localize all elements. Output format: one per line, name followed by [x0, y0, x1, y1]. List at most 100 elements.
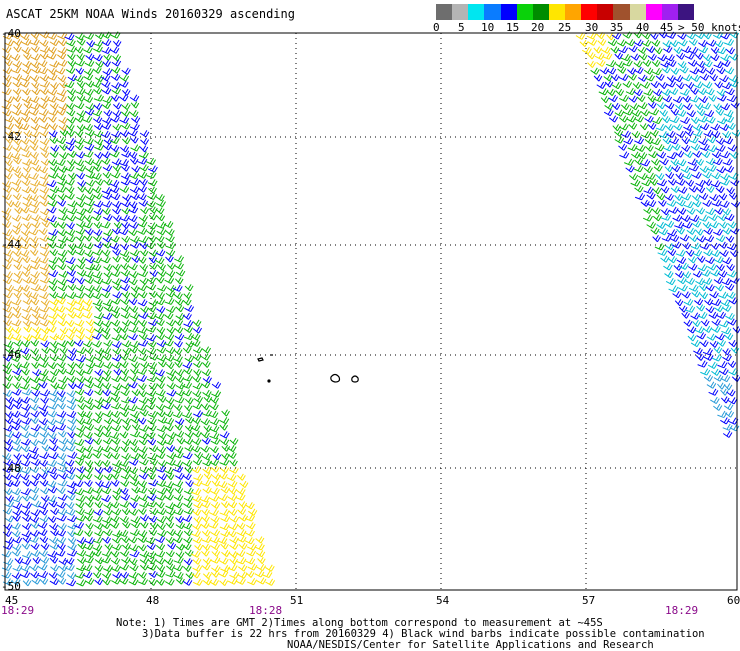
- wind-barb: [49, 185, 60, 194]
- wind-barb: [40, 396, 49, 404]
- wind-barb: [4, 159, 13, 167]
- island-outline: [351, 375, 359, 383]
- wind-barb: [173, 536, 183, 544]
- wind-barb: [167, 374, 177, 382]
- wind-barb: [201, 535, 212, 543]
- wind-barb: [120, 445, 130, 453]
- wind-barb: [147, 305, 157, 313]
- wind-barb: [39, 31, 50, 39]
- wind-barb: [40, 95, 50, 103]
- wind-barb: [84, 465, 94, 473]
- wind-barb: [702, 54, 712, 62]
- wind-barb: [628, 45, 638, 53]
- wind-barb: [148, 578, 158, 586]
- wind-barb: [702, 221, 712, 229]
- wind-barb: [139, 263, 149, 271]
- wind-barb: [665, 242, 675, 251]
- wind-barb: [596, 59, 606, 67]
- wind-barb: [229, 571, 240, 579]
- wind-barb: [130, 136, 139, 144]
- wind-barb: [724, 165, 735, 173]
- wind-barb: [236, 557, 247, 565]
- wind-barb: [719, 320, 730, 328]
- wind-barb: [598, 88, 609, 96]
- wind-barb: [608, 115, 619, 123]
- wind-barb: [49, 248, 59, 257]
- wind-barb: [677, 186, 688, 194]
- wind-barb: [191, 333, 201, 341]
- wind-barb: [130, 144, 141, 152]
- wind-barb: [82, 340, 93, 348]
- wind-barb: [39, 129, 49, 137]
- wind-barb: [131, 165, 141, 173]
- wind-barb: [660, 60, 671, 68]
- wind-barb: [688, 136, 699, 144]
- wind-barb: [120, 297, 130, 305]
- wind-barb: [2, 241, 13, 250]
- wind-barb: [83, 542, 94, 551]
- wind-barb: [10, 479, 21, 487]
- wind-barb: [101, 374, 112, 382]
- wind-barb: [30, 416, 39, 424]
- wind-barb: [629, 173, 639, 181]
- wind-barb: [163, 481, 174, 489]
- wind-barb: [221, 444, 231, 452]
- wind-barb: [21, 172, 31, 180]
- wind-barb: [30, 262, 41, 270]
- wind-barb: [13, 117, 23, 125]
- wind-barb: [639, 123, 649, 131]
- wind-barb: [147, 493, 157, 501]
- wind-barb: [165, 397, 175, 405]
- wind-barb: [93, 207, 104, 216]
- wind-barb: [721, 59, 731, 67]
- wind-barb: [122, 347, 132, 356]
- wind-barb: [66, 339, 76, 347]
- wind-barb: [119, 249, 130, 258]
- wind-barb: [49, 346, 59, 354]
- wind-barb: [20, 564, 31, 572]
- wind-barb: [184, 304, 195, 313]
- wind-barb: [173, 556, 184, 564]
- wind-barb: [12, 185, 22, 193]
- wind-barb: [254, 543, 265, 551]
- wind-barb: [103, 270, 113, 278]
- wind-barb: [674, 193, 683, 201]
- wind-barb: [677, 207, 687, 215]
- wind-barb: [30, 305, 41, 314]
- wind-barb: [50, 507, 60, 516]
- wind-barb: [645, 144, 654, 152]
- wind-barb: [630, 53, 640, 61]
- wind-barb: [593, 74, 603, 82]
- wind-barb: [65, 557, 75, 565]
- wind-barb: [201, 381, 211, 389]
- wind-barb: [11, 319, 22, 327]
- wind-barb: [175, 418, 185, 426]
- wind-barb: [118, 529, 129, 537]
- wind-barb: [85, 103, 96, 111]
- wind-barb: [130, 285, 140, 293]
- wind-barb: [157, 284, 168, 292]
- wind-barb: [38, 108, 49, 117]
- wind-barb: [12, 418, 22, 426]
- wind-barb: [219, 458, 230, 466]
- wind-barb: [119, 185, 130, 193]
- wind-barb: [29, 515, 40, 523]
- wind-barb: [57, 577, 67, 585]
- wind-barb: [93, 130, 104, 138]
- island-outline: [267, 379, 271, 383]
- wind-barb: [4, 411, 14, 419]
- wind-barb: [129, 438, 139, 447]
- wind-barb: [709, 291, 719, 299]
- wind-barb: [2, 45, 12, 54]
- wind-barb: [137, 227, 148, 235]
- wind-barb: [30, 542, 40, 550]
- wind-barb: [11, 572, 22, 580]
- wind-barb: [653, 94, 664, 103]
- wind-barb: [128, 508, 139, 516]
- wind-barb: [110, 269, 121, 278]
- wind-barb: [94, 529, 104, 537]
- wind-barb: [112, 283, 122, 291]
- wind-barb: [85, 179, 96, 187]
- wind-barb: [58, 437, 69, 445]
- wind-barb: [58, 340, 68, 348]
